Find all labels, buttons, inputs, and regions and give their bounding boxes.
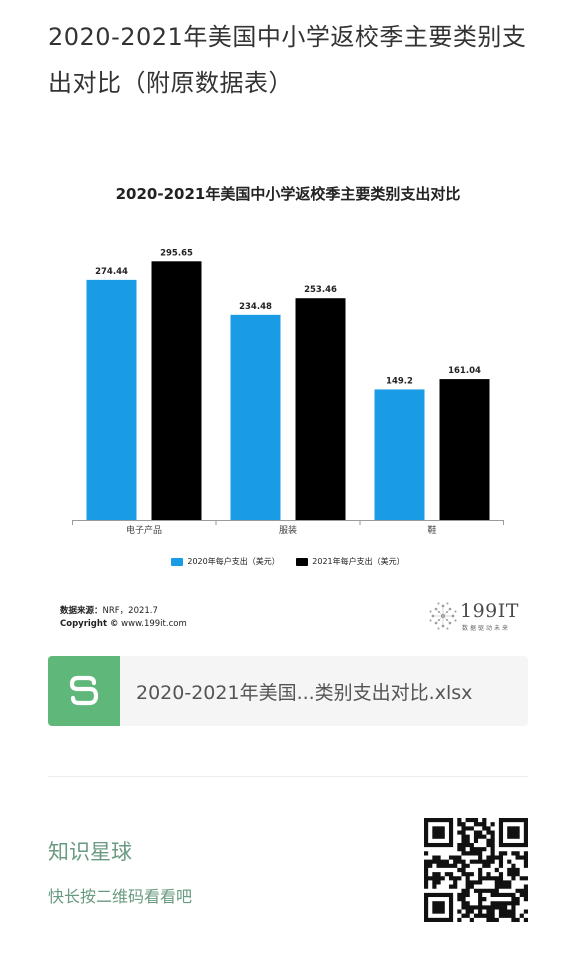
logo-tagline: 数据驱动未来: [462, 625, 511, 632]
knowledge-planet-title: 知识星球: [48, 840, 132, 864]
source-line: 数据来源：NRF，2021.7: [60, 605, 187, 618]
file-name: 2020-2021年美国...类别支出对比.xlsx: [136, 681, 473, 704]
legend-swatch-2020: [171, 557, 184, 566]
data-label-2020-1: 234.48: [239, 302, 272, 312]
data-label-2021-0: 295.65: [160, 248, 193, 258]
x-tick-label-1: 服装: [279, 524, 297, 536]
legend-item-2020: 2020年每户支出（美元）: [171, 556, 280, 567]
bar-2021-0: [151, 261, 202, 520]
data-label-2021-1: 253.46: [304, 285, 337, 295]
source-label: 数据来源：: [60, 606, 103, 616]
divider: [48, 776, 528, 777]
copyright-text: www.199it.com: [121, 619, 187, 629]
199it-logo: 199IT 数据驱动未来: [426, 599, 526, 633]
copyright-label: Copyright ©: [60, 619, 119, 629]
logo-text: 199IT: [460, 600, 519, 622]
chart-card: 2020-2021年美国中小学返校季主要类别支出对比 274.44 295.65 电…: [48, 165, 528, 645]
bar-chart: 274.44 295.65 电子产品 234.48 253.46 服装 149.2 161.0…: [72, 248, 504, 536]
chart-legend: 2020年每户支出（美元） 2021年每户支出（美元）: [48, 556, 528, 568]
legend-item-2021: 2021年每户支出（美元）: [296, 556, 405, 567]
bar-2020-2: [374, 389, 425, 520]
data-label-2021-2: 161.04: [448, 366, 481, 376]
legend-label-2021: 2021年每户支出（美元）: [312, 557, 405, 566]
data-label-2020-0: 274.44: [95, 267, 128, 277]
qr-finder-pattern-2: [432, 901, 445, 914]
source-text: NRF，2021.7: [102, 606, 158, 616]
data-label-2020-2: 149.2: [386, 376, 413, 386]
qr-finder-pattern-1: [507, 826, 520, 839]
chart-source: 数据来源：NRF，2021.7 Copyright © www.199it.co…: [60, 605, 187, 631]
copyright-line: Copyright © www.199it.com: [60, 618, 187, 631]
legend-label-2020: 2020年每户支出（美元）: [187, 557, 280, 566]
x-tick-label-0: 电子产品: [126, 524, 162, 536]
chart-title: 2020-2021年美国中小学返校季主要类别支出对比: [115, 185, 461, 203]
x-tick-label-2: 鞋: [427, 524, 436, 536]
bar-2021-1: [295, 298, 346, 520]
attachment-file-card[interactable]: 2020-2021年美国...类别支出对比.xlsx: [48, 656, 528, 726]
bar-2021-2: [439, 379, 490, 520]
qr-finder-pattern-0: [432, 826, 445, 839]
legend-swatch-2021: [296, 557, 309, 566]
qr-modules: [424, 818, 528, 922]
spreadsheet-s-icon: [48, 656, 120, 726]
qr-hint-text: 快长按二维码看看吧: [48, 887, 193, 906]
bar-2020-1: [230, 314, 281, 520]
dandelion-logo-icon: [429, 602, 457, 630]
qr-code[interactable]: [424, 818, 528, 922]
page-title: 2020-2021年美国中小学返校季主要类别支出对比（附原数据表）: [48, 23, 527, 97]
bar-2020-0: [86, 279, 137, 520]
